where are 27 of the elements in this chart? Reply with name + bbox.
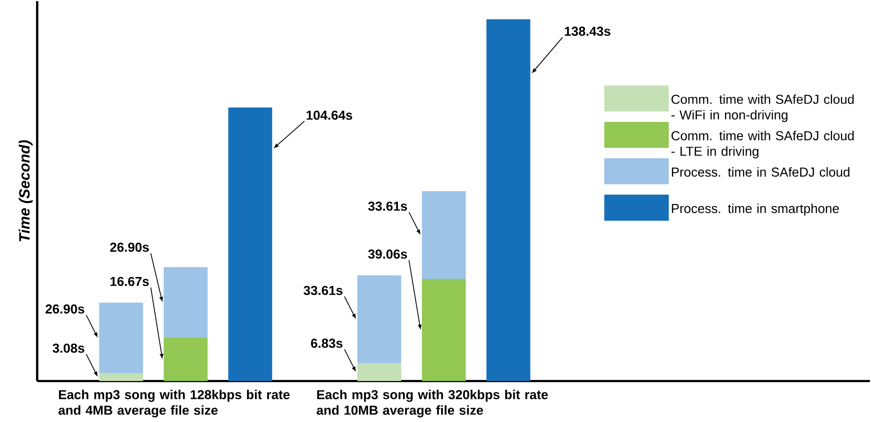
data-label: 16.67s xyxy=(110,276,149,286)
legend-label: Process. time in SAfeDJ cloud xyxy=(672,167,850,177)
data-label: 138.43s xyxy=(564,26,610,36)
legend-label: Process. time in smartphone xyxy=(672,204,839,216)
data-label: 6.83s xyxy=(311,338,342,348)
bar xyxy=(486,19,530,382)
bar xyxy=(99,373,144,382)
data-label: 26.90s xyxy=(110,242,149,252)
bar xyxy=(99,302,144,374)
data-label: 33.61s xyxy=(304,286,342,296)
legend-label: Comm. time with SAfeDJ cloud - WiFi in non-driving xyxy=(671,94,854,122)
data-label: 33.61s xyxy=(368,202,407,211)
bar xyxy=(164,267,208,338)
y-axis-title: Time (Second) xyxy=(18,140,33,242)
data-label: 39.06s xyxy=(368,250,407,259)
bar xyxy=(422,279,466,382)
bar xyxy=(228,108,272,382)
bar xyxy=(422,191,466,280)
x-tick-label: Each mp3 song with 320kbps bit rate and 10MB average file size xyxy=(316,390,548,418)
legend-label: Comm. time with SAfeDJ cloud - LTE in driving xyxy=(671,130,854,159)
x-tick-label: Each mp3 song with 128kbps bit rate and 4MB average file size xyxy=(58,390,290,418)
data-label: 3.08s xyxy=(52,344,84,353)
bar xyxy=(357,363,402,382)
bar xyxy=(357,275,402,364)
data-label: 104.64s xyxy=(306,110,352,120)
data-label: 26.90s xyxy=(46,304,84,314)
bar xyxy=(164,338,208,382)
